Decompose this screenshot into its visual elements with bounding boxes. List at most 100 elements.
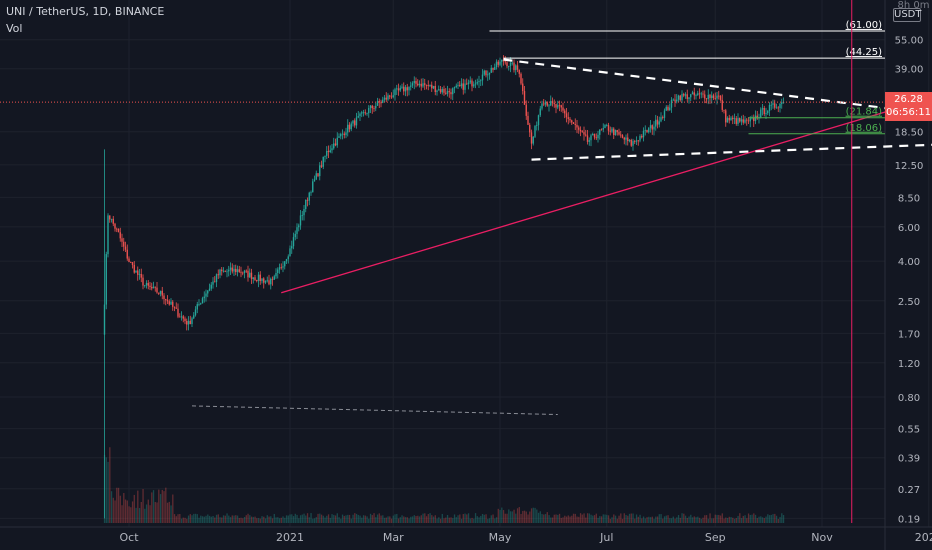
- candle-body: [406, 87, 408, 91]
- candle-body: [268, 280, 270, 285]
- volume-bar: [338, 517, 340, 523]
- volume-bar: [625, 514, 627, 523]
- candle-body: [476, 82, 478, 84]
- volume-bar: [130, 507, 132, 523]
- volume-bar: [443, 518, 445, 523]
- volume-bar: [142, 489, 144, 523]
- candle-body: [527, 115, 529, 125]
- time-axis-labels: Oct2021MarMayJulSepNov2022MarMayJul: [119, 531, 932, 544]
- volume-bar: [320, 514, 323, 523]
- volume-bar: [774, 513, 776, 523]
- volume-bar: [522, 510, 524, 523]
- candle-body: [712, 95, 715, 99]
- volume-bar: [695, 517, 697, 523]
- candle-body: [142, 277, 144, 286]
- volume-bar: [518, 507, 520, 523]
- candle-body: [627, 137, 629, 142]
- candle-body: [737, 118, 739, 124]
- drawings: (61.00) (44.25) (21.84) (18.06): [0, 0, 932, 523]
- volume-bar: [292, 516, 295, 523]
- candle-body: [336, 137, 338, 146]
- volume-bar: [753, 513, 755, 523]
- volume-bar: [588, 513, 590, 523]
- candle-body: [156, 287, 158, 293]
- volume-bar: [763, 518, 765, 523]
- volume-bar: [333, 514, 335, 523]
- candle-body: [429, 84, 431, 87]
- volume-bar: [523, 510, 526, 523]
- candle-body: [684, 94, 687, 96]
- volume-bar: [422, 513, 424, 523]
- volume-bar: [312, 518, 314, 523]
- volume-bar: [660, 514, 662, 523]
- volume-bar: [600, 516, 603, 523]
- volume-bar: [173, 514, 176, 523]
- volume-bar: [109, 447, 111, 523]
- volume-bar: [557, 514, 559, 523]
- triangle-dashed-line: [531, 143, 932, 161]
- volume-bar: [250, 516, 253, 523]
- time-tick-label: Jul: [599, 531, 613, 544]
- candle-body: [368, 108, 370, 114]
- volume-bar: [149, 505, 151, 523]
- candle-body: [340, 134, 342, 137]
- candle-body: [359, 113, 361, 117]
- volume-bar: [485, 514, 487, 523]
- volume-bar: [718, 514, 720, 523]
- candle-body: [222, 270, 225, 272]
- volume-bar: [700, 518, 702, 523]
- volume-bar: [467, 513, 470, 523]
- volume-bar: [352, 514, 354, 523]
- volume-bar: [688, 516, 690, 523]
- candle-body: [653, 126, 655, 130]
- candle-body: [777, 107, 779, 109]
- candle-body: [114, 223, 116, 229]
- candle-body: [322, 156, 324, 167]
- candle-body: [586, 135, 589, 142]
- level-label: (18.06): [846, 123, 883, 134]
- volume-bar: [200, 515, 202, 523]
- candle-body: [191, 318, 193, 325]
- time-tick-label: Nov: [811, 531, 833, 544]
- volume-bar: [663, 516, 666, 523]
- volume-bar: [723, 518, 725, 523]
- candle-body: [779, 103, 781, 109]
- candle-body: [718, 95, 720, 97]
- volume-bar: [728, 516, 730, 523]
- candle-body: [595, 137, 597, 139]
- volume-bar: [194, 513, 197, 523]
- candle-body: [196, 304, 198, 310]
- volume-bar: [481, 513, 484, 523]
- candle-body: [691, 92, 694, 95]
- level-label: (61.00): [846, 20, 883, 31]
- volume-bar: [564, 515, 566, 523]
- candle-body: [254, 277, 256, 280]
- volume-bar: [590, 514, 592, 523]
- candle-body: [235, 268, 237, 273]
- candle-body: [317, 173, 319, 177]
- candle-body: [184, 318, 186, 322]
- current-price-badge: 26.28 06:56:11: [885, 92, 932, 121]
- candle-body: [735, 118, 737, 124]
- candle-body: [215, 274, 218, 282]
- candle-body: [732, 117, 734, 120]
- volume-bar: [635, 514, 638, 523]
- volume-bar: [303, 513, 305, 523]
- candle-body: [532, 136, 534, 144]
- currency-unit-badge[interactable]: USDT: [893, 8, 922, 22]
- volume-bar: [471, 517, 473, 523]
- candle-body: [210, 284, 212, 289]
- candle-body: [768, 105, 771, 111]
- candle-body: [599, 129, 601, 135]
- volume-bar: [490, 515, 492, 523]
- volume-bar: [614, 515, 617, 523]
- candle-body: [110, 218, 113, 220]
- candle-body: [725, 110, 727, 123]
- candle-body: [642, 130, 645, 138]
- time-tick-label: 2022: [915, 531, 932, 544]
- candle-body: [436, 90, 438, 93]
- candle-body: [686, 94, 688, 99]
- volume-bar: [376, 514, 379, 523]
- volume-bar: [145, 504, 148, 523]
